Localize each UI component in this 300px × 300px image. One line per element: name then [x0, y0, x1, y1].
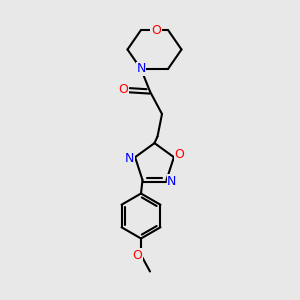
Text: N: N — [125, 152, 134, 165]
Text: N: N — [136, 62, 146, 76]
Text: N: N — [167, 175, 177, 188]
Text: O: O — [118, 83, 128, 97]
Text: O: O — [174, 148, 184, 161]
Text: O: O — [133, 248, 142, 262]
Text: O: O — [151, 23, 161, 37]
